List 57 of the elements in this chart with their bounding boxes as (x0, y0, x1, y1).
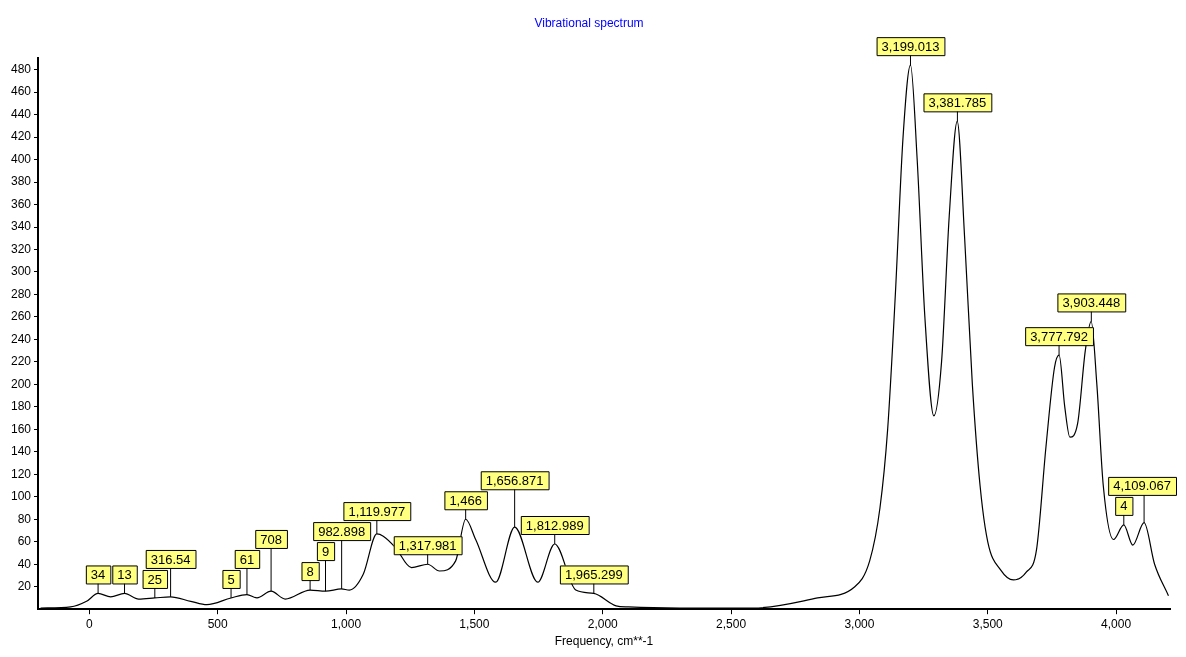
y-tick-label: 340 (10, 219, 32, 234)
annotation: 708 (260, 531, 282, 547)
x-tick-label: 2,500 (716, 616, 747, 631)
annotation: 3,903.448 (1062, 295, 1121, 311)
y-tick-label: 480 (10, 61, 32, 76)
y-tick-label: 140 (10, 444, 32, 459)
annotation: 9 (321, 543, 330, 559)
y-tick-label: 20 (17, 579, 32, 594)
annotation: 3,777.792 (1030, 328, 1088, 344)
annotation: 13 (117, 567, 132, 583)
annotation: 1,119.977 (348, 503, 406, 519)
annotation: 316.54 (150, 551, 191, 567)
y-tick-label: 440 (10, 106, 32, 121)
y-tick-label: 40 (17, 556, 32, 571)
y-tick-label: 380 (10, 174, 32, 189)
x-tick-label: 500 (207, 616, 229, 631)
y-tick-label: 280 (10, 286, 32, 301)
y-tick-label: 260 (10, 309, 32, 324)
x-tick-label: 2,000 (587, 616, 619, 631)
x-tick-label: 1,000 (331, 616, 362, 631)
annotation: 1,466 (449, 492, 482, 508)
y-tick-label: 60 (17, 534, 32, 549)
x-tick-label: 3,000 (844, 616, 875, 631)
x-axis-title: Frequency, cm**-1 (554, 634, 654, 649)
y-tick-label: 80 (17, 511, 32, 526)
annotation: 4 (1120, 498, 1128, 514)
y-tick-label: 200 (10, 376, 32, 391)
y-tick-label: 240 (10, 331, 32, 346)
y-tick-label: 180 (10, 399, 32, 414)
annotation: 8 (306, 563, 314, 579)
y-tick-label: 220 (10, 354, 32, 369)
x-tick-label: 1,500 (459, 616, 490, 631)
annotation: 3,199.013 (881, 38, 940, 54)
annotation: 1,317.981 (398, 537, 457, 553)
y-tick-label: 160 (10, 421, 32, 436)
y-tick-label: 460 (10, 84, 32, 99)
annotation: 25 (147, 571, 163, 587)
annotation: 61 (239, 551, 255, 567)
y-tick-label: 400 (10, 151, 32, 166)
annotation: 1,965.299 (564, 567, 623, 583)
chart-title: Vibrational spectrum (534, 15, 644, 30)
annotation: 5 (227, 571, 235, 587)
y-tick-label: 320 (10, 241, 32, 256)
x-tick-label: 3,500 (972, 616, 1004, 631)
y-tick-label: 300 (10, 264, 32, 279)
x-tick-label: 0 (86, 616, 94, 631)
y-tick-label: 420 (10, 129, 32, 144)
annotation: 3,381.785 (928, 94, 987, 110)
y-tick-label: 120 (10, 466, 32, 481)
annotation: 1,812.989 (525, 517, 584, 533)
annotation: 1,656.871 (485, 472, 544, 488)
annotation: 982.898 (318, 523, 366, 539)
x-tick-label: 4,000 (1101, 616, 1132, 631)
y-tick-label: 100 (10, 489, 32, 504)
y-tick-label: 360 (10, 196, 32, 211)
annotation: 34 (90, 567, 106, 583)
annotation: 4,109.067 (1113, 478, 1172, 494)
